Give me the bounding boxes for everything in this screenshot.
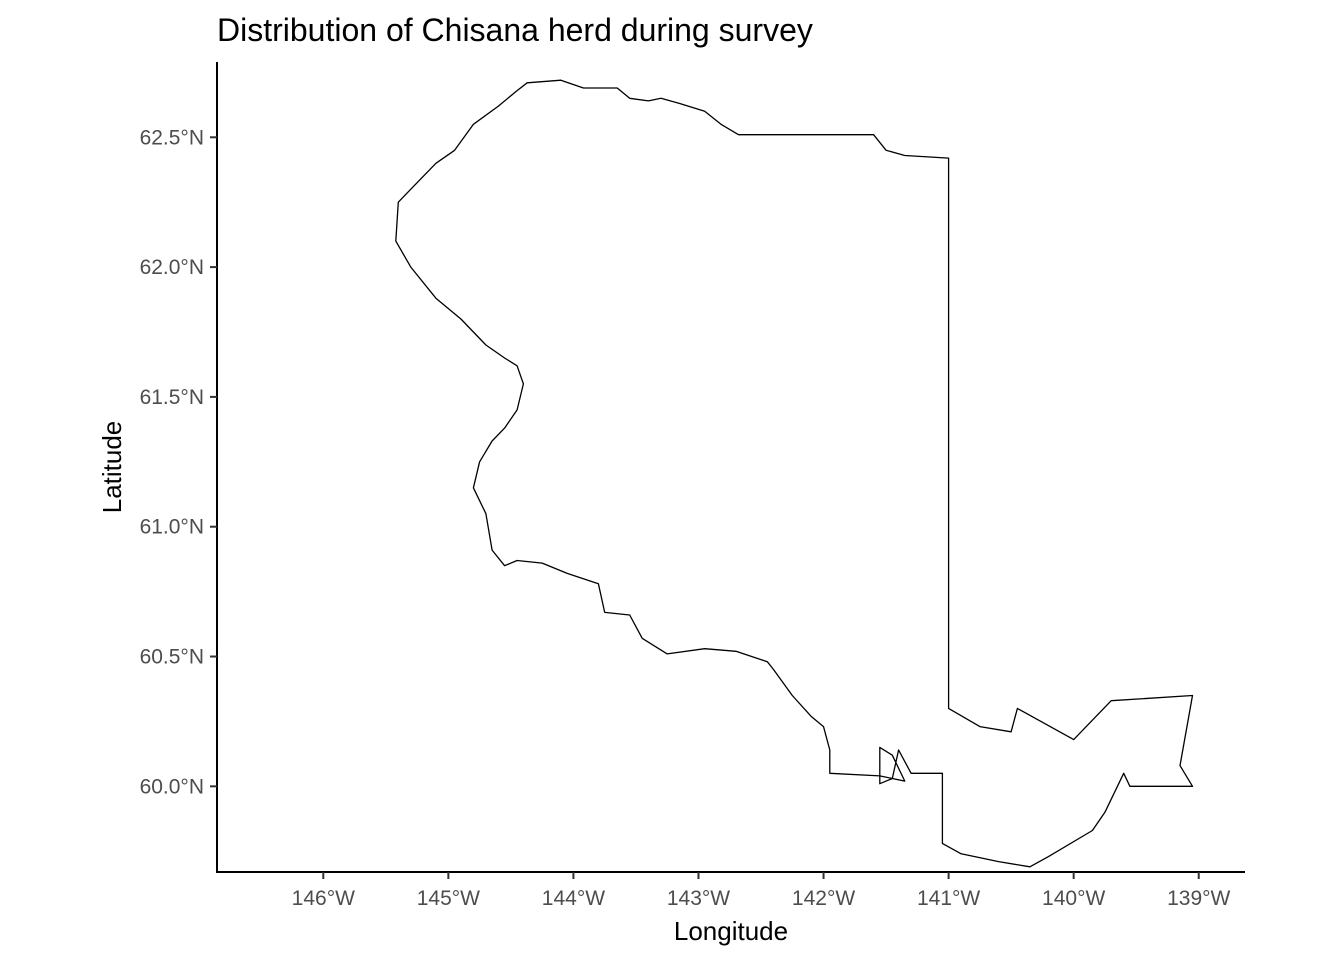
x-tick-label: 141°W: [917, 887, 980, 910]
x-tick-label: 139°W: [1167, 887, 1230, 910]
x-tick-label: 145°W: [417, 887, 480, 910]
plot-area: [395, 79, 1194, 868]
y-tick-label: 61.0°N: [140, 516, 204, 539]
x-tick-label: 142°W: [792, 887, 855, 910]
survey-area-boundary: [395, 79, 1194, 868]
y-axis-label: Latitude: [97, 421, 127, 514]
x-tick-label: 140°W: [1042, 887, 1105, 910]
y-tick-label: 61.5°N: [140, 386, 204, 409]
x-tick-label: 144°W: [542, 887, 605, 910]
y-tick-label: 60.5°N: [140, 646, 204, 669]
y-tick-label: 62.0°N: [140, 256, 204, 279]
y-tick-label: 62.5°N: [140, 126, 204, 149]
y-axis-ticks: 60.0°N 60.5°N 61.0°N 61.5°N 62.0°N 62.5°N: [140, 126, 217, 798]
x-axis-ticks: 146°W 145°W 144°W 143°W 142°W 141°W 140°W 139°W: [292, 872, 1231, 910]
map-title: Distribution of Chisana herd during surv…: [217, 12, 813, 48]
x-tick-label: 143°W: [667, 887, 730, 910]
x-tick-label: 146°W: [292, 887, 355, 910]
y-tick-label: 60.0°N: [140, 775, 204, 798]
x-axis-label: Longitude: [674, 916, 788, 946]
